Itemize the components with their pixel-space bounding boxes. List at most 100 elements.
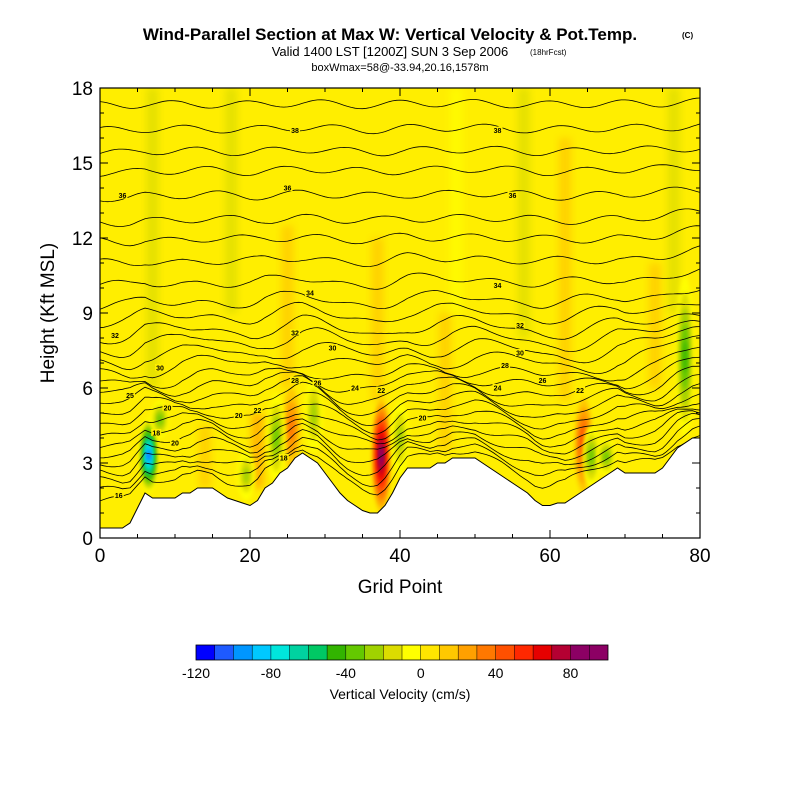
- isentrope-label-bg: [515, 321, 525, 329]
- colorbar-swatch: [196, 645, 216, 660]
- isentrope-label: 24: [492, 384, 503, 393]
- downdraft-cell: [683, 340, 687, 373]
- isentrope-label-text: 20: [235, 413, 243, 420]
- x-tick-label: 60: [539, 546, 560, 567]
- isentrope-label-text: 36: [509, 193, 517, 200]
- isentrope-label-bg: [312, 379, 323, 386]
- isentrope-label: 28: [500, 361, 510, 370]
- downdraft-band: [146, 88, 159, 388]
- isentrope-label: 20: [162, 404, 173, 413]
- x-axis-label: Grid Point: [358, 577, 443, 598]
- isentrope-label-bg: [492, 384, 503, 391]
- downdraft-cell: [397, 425, 403, 451]
- isentrope-label: 30: [515, 349, 525, 358]
- isentrope-label-text: 18: [152, 431, 160, 438]
- isentrope-label-text: 18: [280, 456, 288, 463]
- isentrope-label-bg: [162, 404, 173, 411]
- colorbar-swatch: [289, 645, 309, 660]
- isentrope-label-text: 36: [284, 186, 292, 193]
- isentrope-line: [100, 346, 700, 389]
- y-tick-label: 12: [72, 229, 93, 250]
- plot-area: 16 18 20 20 18 22 20 25 30 32 28 26 24 22 20 32 30 34 34 32…: [100, 88, 700, 538]
- isentrope-label-text: 20: [164, 406, 172, 413]
- isentrope-label-text: 20: [171, 441, 179, 448]
- isentrope-label-bg: [376, 386, 387, 394]
- isentrope-label: 36: [507, 191, 518, 200]
- colorbar-swatch: [345, 645, 365, 660]
- isentrope-label-text: 36: [119, 193, 127, 200]
- isentrope-label: 20: [170, 439, 180, 448]
- isentrope-label-text: 34: [494, 283, 502, 290]
- isentrope-label-bg: [290, 376, 300, 384]
- isentrope-label: 30: [155, 364, 165, 373]
- colorbar-swatch: [420, 645, 440, 660]
- isentrope-label: 36: [117, 191, 128, 200]
- colorbar-swatch: [270, 645, 291, 660]
- isentrope-label-bg: [492, 281, 503, 289]
- isentrope-line: [100, 313, 700, 345]
- downdraft-cell: [274, 426, 279, 450]
- isentrope-labels: 16 18 20 20 18 22 20 25 30 32 28 26 24 22 20 32 30 34 34 32…: [110, 126, 585, 500]
- isentrope-line: [100, 383, 700, 427]
- isentrope-label-text: 25: [126, 393, 134, 400]
- updraft-cell: [379, 449, 383, 462]
- isentrope-label-bg: [305, 289, 315, 296]
- isentrope-label-bg: [110, 331, 120, 339]
- isentrope-label-text: 22: [576, 388, 584, 395]
- colorbar-swatch: [570, 645, 590, 660]
- downdraft-band: [667, 88, 680, 313]
- downdraft-cell: [589, 448, 594, 465]
- isentrope-line: [100, 301, 700, 329]
- isentrope-label-bg: [125, 391, 135, 399]
- colorbar-swatch: [327, 645, 347, 660]
- colorbar-tick-label: -120: [182, 665, 210, 681]
- isentrope-label-bg: [575, 386, 585, 394]
- isentrope-label-bg: [290, 126, 300, 134]
- isentrope-label: 16: [113, 491, 124, 500]
- updraft-band: [199, 425, 211, 488]
- isentrope-label-text: 32: [291, 331, 299, 338]
- terrain: [100, 437, 700, 538]
- y-tick-label: 3: [82, 454, 93, 475]
- chart-subtitle-note: (18hrFcst): [530, 48, 567, 57]
- isentrope-label-bg: [350, 384, 360, 391]
- isentrope-label-bg: [492, 126, 503, 134]
- isentrope-label-text: 22: [377, 388, 385, 395]
- colorbar-swatch: [252, 645, 272, 660]
- isentrope-line: [100, 164, 700, 177]
- isentrope-label-text: 34: [306, 291, 314, 298]
- isentrope-label: 25: [125, 391, 135, 400]
- isentrope-line: [100, 289, 700, 310]
- colorbar-swatch: [364, 645, 384, 660]
- isentrope-label-bg: [290, 329, 300, 336]
- y-axis-label: Height (Kft MSL): [38, 243, 59, 383]
- isentrope-line: [100, 319, 700, 359]
- isentrope-label-bg: [500, 361, 510, 369]
- isentrope-line: [100, 356, 700, 397]
- colorbar-swatch: [458, 645, 478, 660]
- isentrope-label-text: 30: [156, 366, 164, 373]
- isentrope-label: 22: [575, 386, 585, 395]
- isentrope-line: [100, 418, 700, 484]
- isentrope-label: 32: [515, 321, 525, 330]
- isentrope-line: [100, 335, 700, 379]
- isentrope-label: 32: [290, 329, 300, 338]
- isentrope-label: 22: [376, 386, 387, 395]
- isentrope-line: [100, 145, 700, 157]
- isentrope-label-text: 22: [254, 408, 262, 415]
- updraft-band: [281, 225, 294, 388]
- isentrope-label: 20: [233, 411, 244, 420]
- chart-title-mark: (C): [682, 31, 693, 40]
- isentrope-label-text: 30: [329, 346, 337, 353]
- y-tick-label: 15: [72, 154, 93, 175]
- isentrope-label-text: 24: [494, 386, 502, 393]
- isentrope-label-bg: [233, 411, 244, 419]
- isentrope-line: [100, 245, 700, 268]
- colorbar-swatch: [402, 645, 422, 660]
- downdraft-band: [517, 88, 530, 338]
- colorbar-swatch: [383, 645, 403, 660]
- colorbar-swatch: [514, 645, 534, 660]
- isentrope-label: 20: [417, 414, 428, 423]
- isentrope-line: [100, 410, 700, 468]
- isentrope-label: 24: [350, 384, 360, 393]
